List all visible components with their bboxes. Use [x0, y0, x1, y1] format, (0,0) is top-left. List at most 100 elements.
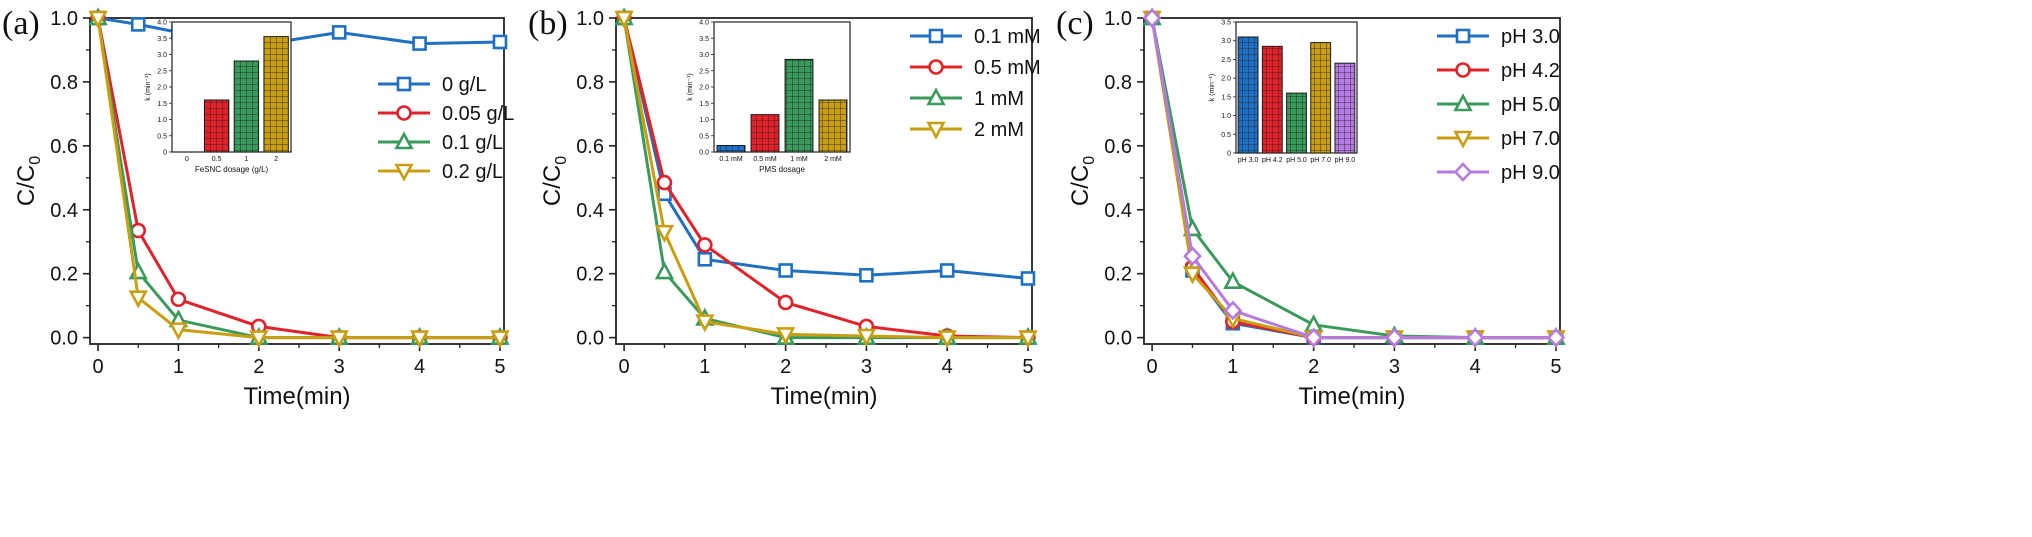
plot-frame — [615, 17, 1033, 345]
legend-marker — [1455, 28, 1471, 44]
series-line — [96, 17, 500, 340]
legend-entry: 0.1 mM — [910, 26, 1041, 48]
data-point — [697, 252, 713, 267]
y-tick-label: 0.0 — [50, 328, 78, 350]
legend-entry: pH 5.0 — [1437, 93, 1560, 116]
legend-label: pH 5.0 — [1501, 94, 1560, 116]
x-tick-label: 4 — [414, 356, 425, 378]
data-point — [409, 330, 430, 349]
y-tick-label: 0.4 — [50, 200, 78, 222]
data-point — [856, 328, 877, 347]
data-point — [331, 25, 347, 40]
y-tick-label: 0.4 — [576, 200, 604, 222]
inset-y-tick-label: 1.0 — [699, 117, 709, 124]
x-axis-label: Time(min) — [1298, 383, 1405, 410]
inset-y-axis-label: k (min⁻¹) — [1209, 74, 1216, 101]
y-tick-label: 0.2 — [50, 264, 78, 286]
legend-label: 0.05 g/L — [442, 103, 514, 125]
data-point — [1142, 8, 1162, 28]
legend-entry: pH 4.2 — [1437, 60, 1560, 82]
legend-label: 0.2 g/L — [442, 161, 503, 183]
data-point — [1546, 327, 1566, 348]
plot-frame — [89, 17, 505, 345]
inset-bar — [233, 60, 260, 153]
y-tick-label: 1.0 — [1104, 8, 1132, 30]
legend-label: pH 9.0 — [1501, 162, 1560, 184]
inset-bar — [1261, 45, 1283, 154]
inset-y-tick-label: 2.0 — [699, 85, 709, 92]
legend-marker — [1453, 130, 1473, 149]
data-point — [1223, 300, 1243, 321]
inset-bar — [750, 114, 780, 153]
legend-marker — [396, 76, 412, 92]
x-tick-label: 0 — [1147, 356, 1158, 378]
series-ph-9-0 — [1142, 8, 1566, 348]
y-tick-label: 1.0 — [576, 8, 604, 30]
legend-entry: 0.05 g/L — [378, 103, 514, 125]
legend: 0.1 mM 0.5 mM 1 mM 2 mM — [910, 26, 1041, 141]
inset-x-tick-label: 1 — [244, 156, 248, 163]
inset-y-tick-label: 0.0 — [699, 150, 709, 157]
data-point — [1223, 270, 1243, 289]
inset-bar-chart: 0 0.5 1.0 1.5 2.0 2.5 3.0 3.5 4.0 0 0.5 1 2 FeSNC dos… — [145, 20, 292, 174]
x-tick-label: 1 — [699, 356, 710, 378]
data-point — [937, 330, 957, 349]
data-point — [777, 294, 794, 311]
legend-label: pH 4.2 — [1501, 60, 1560, 82]
x-tick-label: 3 — [1389, 356, 1400, 378]
x-axis-label: Time(min) — [770, 383, 877, 410]
y-tick-label: 0.0 — [576, 328, 604, 350]
inset-x-tick-label: pH 5.0 — [1286, 157, 1307, 164]
legend-entry: 0.2 g/L — [378, 161, 503, 183]
inset-y-tick-label: 3.0 — [157, 52, 167, 59]
legend-marker — [396, 105, 412, 121]
inset-x-tick-label: pH 7.0 — [1310, 157, 1331, 164]
x-axis: 0 1 2 3 4 5 Time(min) — [1147, 344, 1562, 410]
series-line — [96, 17, 500, 340]
y-tick-label: 0.2 — [1104, 264, 1132, 286]
y-tick-label: 0.6 — [1104, 136, 1132, 158]
data-point — [249, 330, 269, 349]
inset-y-tick-label: 3.5 — [1221, 20, 1231, 27]
inset-x-axis-label: FeSNC dosage (g/L) — [195, 165, 269, 174]
inset-y-tick-label: 4.0 — [157, 20, 167, 27]
data-point — [412, 36, 427, 51]
inset-y-tick-label: 2.0 — [157, 85, 167, 92]
legend-marker — [1455, 62, 1471, 78]
y-tick-label: 0.8 — [50, 72, 78, 94]
legend-label: 1 mM — [974, 88, 1024, 110]
inset-y-tick-label: 0.5 — [1221, 132, 1231, 139]
inset-bar — [203, 99, 230, 153]
legend-label: 0 g/L — [442, 74, 486, 96]
legend-marker — [394, 163, 414, 182]
legend-marker — [1453, 162, 1473, 182]
y-axis-label: C/C0 — [13, 156, 44, 206]
data-point — [170, 291, 187, 308]
x-axis: 0 1 2 3 4 5 Time(min) — [92, 344, 506, 410]
inset-y-tick-label: 1.5 — [699, 101, 709, 108]
legend-marker — [928, 59, 944, 75]
panel-label: (b) — [528, 5, 568, 42]
legend-entry: 1 mM — [910, 87, 1024, 110]
inset-y-tick-label: 0 — [1227, 151, 1231, 158]
y-axis: 0.0 0.2 0.4 0.6 0.8 1.0 C/C0 — [1067, 8, 1144, 350]
data-point — [654, 261, 675, 280]
legend-entry: pH 3.0 — [1437, 26, 1560, 48]
inset-x-tick-label: 1 mM — [790, 156, 808, 163]
x-tick-label: 0 — [92, 356, 103, 378]
x-tick-label: 3 — [334, 356, 345, 378]
panel-1: (a) 0 1 2 3 4 5 Time(min) 0.0 0.2 0.4 0.6 0.8 1.0 C/C0… — [2, 5, 514, 410]
legend-marker — [394, 131, 414, 150]
inset-x-tick-label: 0.5 — [212, 156, 222, 163]
y-tick-label: 0.6 — [576, 136, 604, 158]
legend-label: 0.5 mM — [974, 57, 1041, 79]
legend-marker — [928, 28, 944, 44]
data-point — [1018, 330, 1038, 349]
data-point — [329, 330, 349, 349]
inset-x-tick-label: 0.5 mM — [753, 156, 777, 163]
legend-entry: 0.5 mM — [910, 57, 1041, 79]
data-point — [654, 224, 675, 243]
x-axis-label: Time(min) — [243, 383, 350, 410]
data-point — [614, 10, 634, 29]
